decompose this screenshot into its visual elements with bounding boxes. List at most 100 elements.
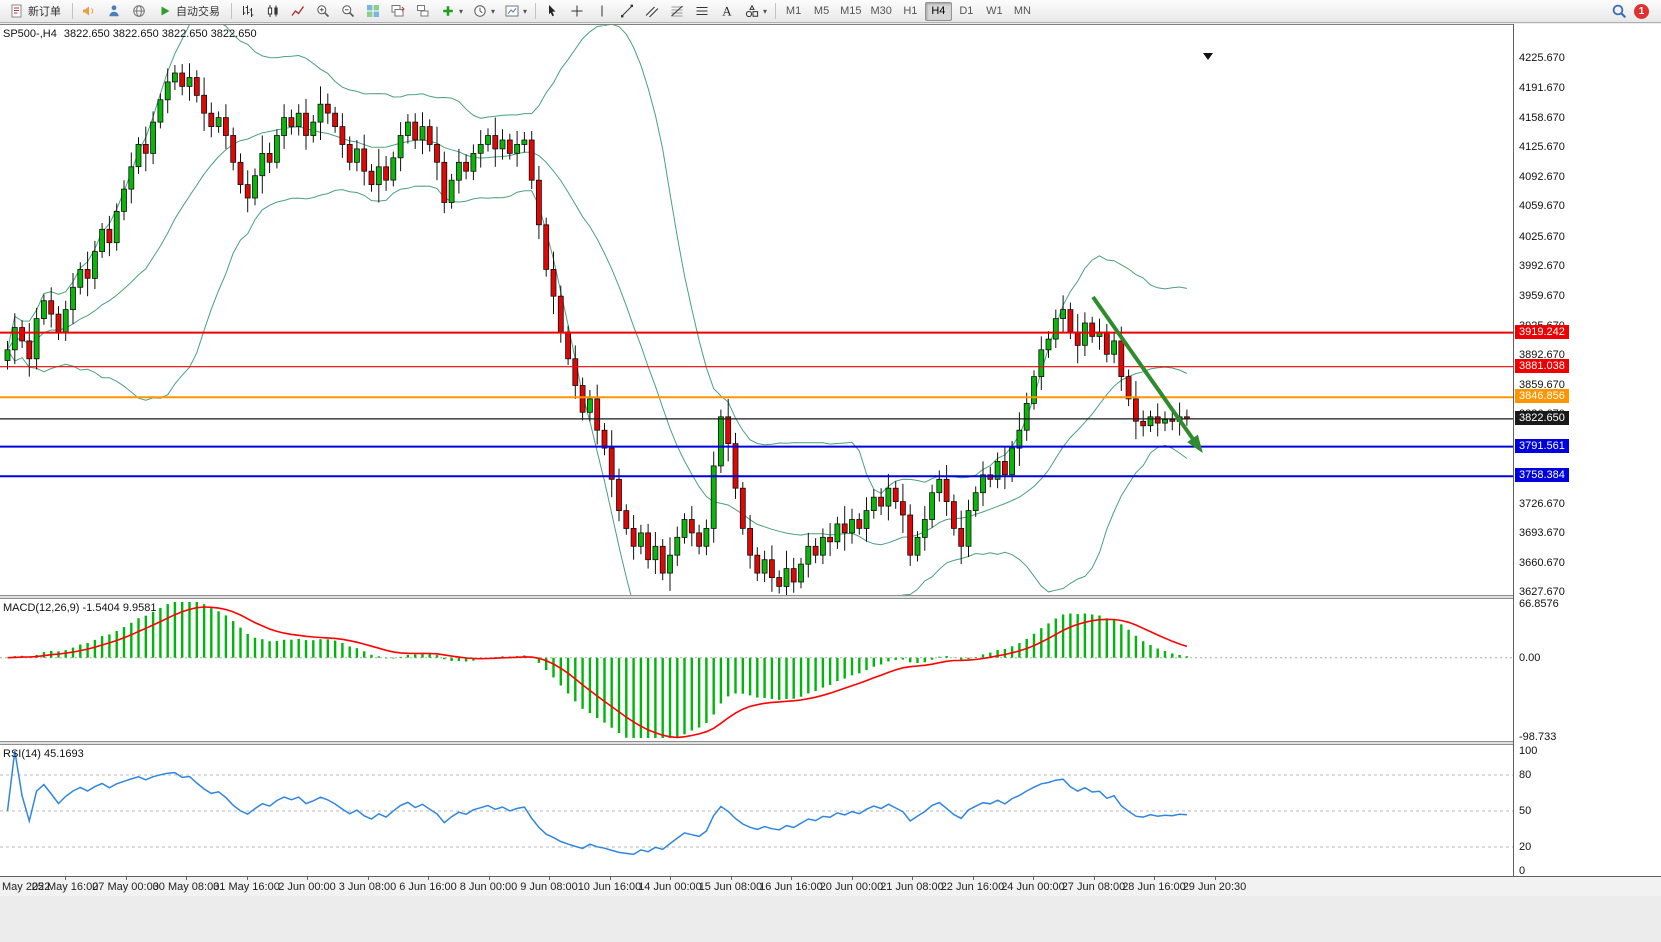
time-label: 8 Jun 00:00	[459, 881, 518, 893]
timeframe-button-m30[interactable]: M30	[866, 2, 895, 21]
vertical-line-icon	[594, 3, 610, 19]
chevron-down-icon: ▾	[459, 6, 464, 16]
time-tick-mark	[1154, 877, 1155, 880]
price-line-badge[interactable]: 3881.038	[1515, 358, 1569, 373]
time-tick-mark	[609, 877, 611, 880]
arrange-windows-button[interactable]	[386, 1, 410, 21]
alerts-button[interactable]	[77, 1, 101, 21]
price-tick-label: 3859.670	[1519, 378, 1565, 391]
price-chart-canvas[interactable]	[0, 25, 1513, 596]
candlestick-chart-button[interactable]	[261, 1, 285, 21]
line-chart-button[interactable]	[286, 1, 310, 21]
new-order-label: 新订单	[28, 6, 61, 18]
time-label: 27 Jun 08:00	[1061, 881, 1126, 893]
time-label: 31 May 16:00	[213, 881, 280, 893]
timeframe-button-h1[interactable]: H1	[897, 2, 924, 21]
chevron-down-icon: ▾	[763, 6, 768, 16]
time-label: 25 May 16:00	[31, 881, 99, 893]
cascade-windows-button[interactable]	[411, 1, 435, 21]
notification-badge[interactable]: 1	[1634, 3, 1649, 19]
timeframe-group: M1 M5 M15 M30 H1 H4 D1 W1 MN	[780, 1, 1036, 21]
macd-scale-label: 0.00	[1519, 651, 1541, 664]
search-button[interactable]	[1607, 1, 1631, 21]
templates-button[interactable]: ▾	[500, 1, 531, 21]
fibonacci-tool-button[interactable]	[665, 1, 689, 21]
new-order-button[interactable]: 新订单	[4, 1, 68, 21]
cursor-tool-button[interactable]	[540, 1, 564, 21]
channel-icon	[644, 3, 660, 19]
rsi-panel[interactable]: RSI(14) 45.1693	[0, 745, 1513, 876]
shapes-tool-button[interactable]: ▾	[740, 1, 771, 21]
vertical-line-tool-button[interactable]	[590, 1, 614, 21]
zoom-out-icon	[340, 3, 356, 19]
time-tick-mark	[307, 877, 308, 880]
time-tick-mark	[65, 877, 66, 880]
time-tick-mark	[1033, 877, 1034, 880]
play-icon	[161, 6, 170, 16]
chart-shift-marker-icon[interactable]	[1203, 53, 1213, 60]
price-line-badge[interactable]: 3846.856	[1515, 389, 1569, 404]
timeframe-button-mn[interactable]: MN	[1009, 2, 1036, 21]
price-axis[interactable]: 4225.670 4191.670 4158.670 4125.670 4092.670…	[1513, 24, 1661, 896]
time-label: 24 Jun 00:00	[1001, 881, 1065, 893]
panel-separator[interactable]	[0, 741, 1661, 745]
time-tick-mark	[125, 877, 127, 880]
auto-trading-button[interactable]: 自动交易	[152, 1, 227, 21]
timeframe-button-m5[interactable]: M5	[808, 2, 835, 21]
rsi-title: RSI(14) 45.1693	[3, 748, 84, 760]
community-button[interactable]	[102, 1, 126, 21]
timeframe-button-m15[interactable]: M15	[836, 2, 865, 21]
time-label: 2 Jun 00:00	[278, 881, 336, 893]
tile-windows-button[interactable]	[361, 1, 385, 21]
zoom-out-button[interactable]	[336, 1, 360, 21]
bar-chart-button[interactable]	[236, 1, 260, 21]
new-order-icon	[9, 3, 25, 19]
zoom-in-button[interactable]	[311, 1, 335, 21]
market-button[interactable]	[127, 1, 151, 21]
time-tick-mark	[488, 877, 490, 880]
chevron-down-icon: ▾	[491, 6, 496, 16]
time-tick-mark	[851, 877, 853, 880]
toolbar-separator	[231, 3, 232, 19]
price-tick-label: 4092.670	[1519, 170, 1565, 183]
timeframe-button-m1[interactable]: M1	[780, 2, 807, 21]
horizontal-levels-icon	[696, 3, 708, 19]
price-line-badge[interactable]: 3919.242	[1515, 324, 1569, 339]
macd-panel[interactable]: MACD(12,26,9) -1.5404 9.9581	[0, 599, 1513, 741]
channel-tool-button[interactable]	[640, 1, 664, 21]
time-label: 9 Jun 08:00	[520, 881, 578, 893]
rsi-canvas[interactable]	[0, 745, 1513, 876]
trendline-icon	[621, 4, 634, 18]
timeframe-button-d1[interactable]: D1	[953, 2, 980, 21]
tile-windows-icon	[367, 5, 379, 17]
price-line-badge[interactable]: 3791.561	[1515, 438, 1569, 453]
auto-trading-label: 自动交易	[176, 6, 220, 18]
price-tick-label: 3693.670	[1519, 527, 1565, 540]
time-label: 28 Jun 16:00	[1122, 881, 1186, 893]
indicators-button[interactable]: ▾	[436, 1, 467, 21]
timeframe-button-h4[interactable]: H4	[924, 1, 952, 21]
price-line-badge[interactable]: 3758.384	[1515, 468, 1569, 483]
text-tool-button[interactable]: A	[715, 1, 739, 21]
crosshair-tool-button[interactable]	[565, 1, 589, 21]
time-tick-mark	[1214, 877, 1216, 880]
crosshair-icon	[571, 5, 583, 17]
levels-tool-button[interactable]	[690, 1, 714, 21]
trendline-tool-button[interactable]	[615, 1, 639, 21]
timeframe-button-w1[interactable]: W1	[981, 2, 1008, 21]
periods-button[interactable]: ▾	[468, 1, 499, 21]
macd-scale-label: 66.8576	[1519, 597, 1559, 610]
time-axis[interactable]: May 2022 25 May 16:00 27 May 00:00 30 May 0…	[0, 876, 1661, 896]
rsi-label: RSI(14)	[3, 748, 41, 760]
time-label: 16 Jun 16:00	[759, 881, 823, 893]
macd-canvas[interactable]	[0, 599, 1513, 741]
chevron-down-icon: ▾	[523, 6, 528, 16]
price-line-badge[interactable]: 3822.650	[1515, 410, 1569, 425]
text-icon: A	[722, 4, 732, 19]
price-chart-panel[interactable]: SP500-,H4 3822.650 3822.650 3822.650 382…	[0, 24, 1513, 596]
globe-icon	[131, 3, 147, 19]
price-tick-label: 3892.670	[1519, 349, 1565, 362]
time-label: 15 Jun 08:00	[698, 881, 763, 893]
panel-separator[interactable]	[0, 595, 1661, 599]
